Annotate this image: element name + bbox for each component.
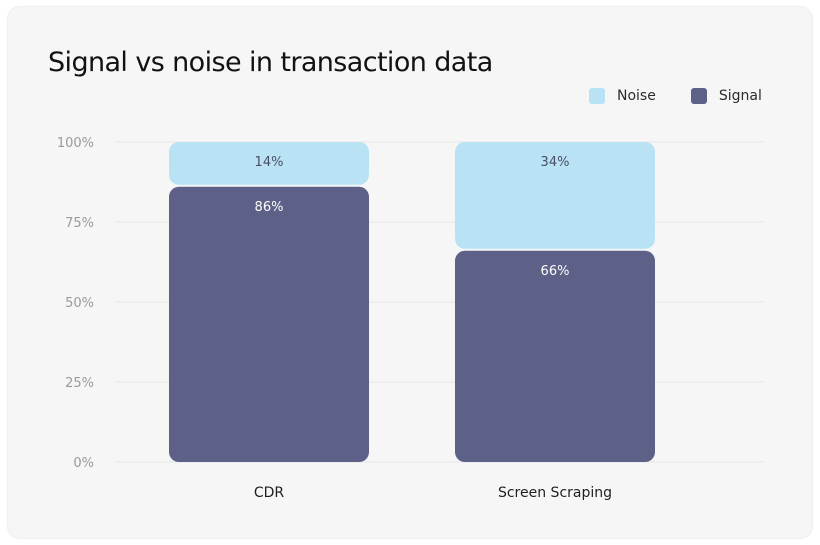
legend-item-signal: Signal <box>690 88 762 104</box>
legend: Noise Signal <box>589 88 762 104</box>
y-tick-label: 75% <box>65 216 94 231</box>
y-tick-label: 25% <box>65 376 94 391</box>
bar-noise-cdr <box>169 142 369 185</box>
legend-swatch-signal <box>690 88 707 104</box>
data-label-noise: 34% <box>541 155 570 170</box>
y-tick-label: 0% <box>73 456 94 471</box>
data-label-noise: 14% <box>255 155 284 170</box>
bar-signal-screen-scraping <box>455 250 655 462</box>
y-tick-label: 50% <box>65 296 94 311</box>
data-label-signal: 86% <box>255 200 284 215</box>
legend-label-signal: Signal <box>718 88 762 104</box>
legend-swatch-noise <box>589 88 605 104</box>
legend-label-noise: Noise <box>617 88 656 104</box>
x-tick-label: CDR <box>254 485 285 501</box>
y-tick-label: 100% <box>57 136 94 151</box>
chart-title: Signal vs noise in transaction data <box>48 47 493 78</box>
chart-card: Signal vs noise in transaction data Nois… <box>8 7 812 538</box>
plot-area: 0% 25% 50% 75% 100% 86% 14% CDR 66% 34% Screen Scr… <box>57 136 763 501</box>
bar-signal-cdr <box>169 186 369 463</box>
data-label-signal: 66% <box>541 264 570 279</box>
legend-item-noise: Noise <box>589 88 656 104</box>
x-tick-label: Screen Scraping <box>498 485 612 501</box>
bar-noise-screen-scraping <box>455 142 655 249</box>
